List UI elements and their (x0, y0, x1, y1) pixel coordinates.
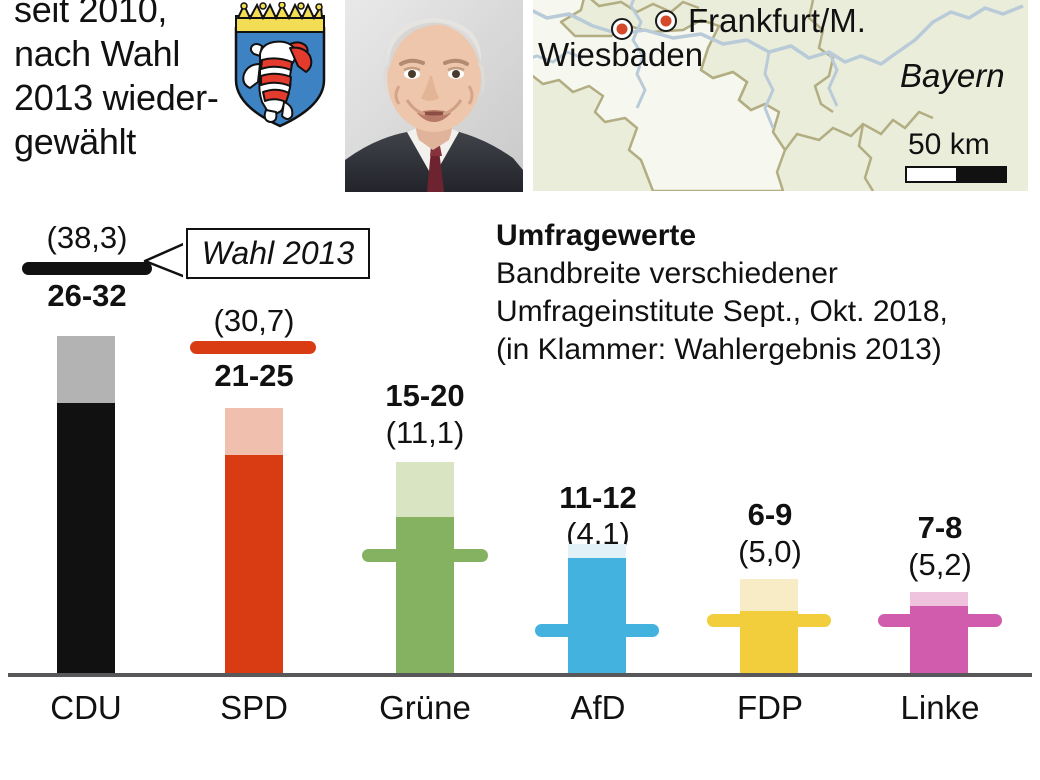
intro-text-block: seit 2010, nach Wahl 2013 wieder- gewähl… (14, 0, 314, 164)
ref-line-linke (878, 614, 1002, 627)
ref-line-gruene (362, 549, 488, 562)
bar-spd-lower-range (225, 455, 283, 673)
scale-bar-segment-light (907, 168, 956, 181)
bar-cdu-lower-range (57, 403, 115, 673)
scale-bar-segment-dark (956, 168, 1005, 181)
portrait-photo (345, 0, 523, 192)
prev-label-fdp: (5,0) (738, 534, 802, 569)
intro-line-1: seit 2010, (14, 0, 168, 30)
party-label-spd: SPD (220, 689, 288, 726)
range-label-spd: 21-25 (214, 358, 294, 393)
bar-fdp-upper-range (740, 579, 798, 611)
bar-gruene-lower-range (396, 517, 454, 673)
bar-afd (568, 544, 626, 673)
range-label-linke: 7-8 (917, 510, 963, 545)
map-scale-bar (905, 166, 1007, 183)
party-label-cdu: CDU (50, 689, 122, 726)
bar-gruene (396, 462, 454, 673)
prev-label-gruene: (11,1) (385, 415, 465, 450)
poll-info-line-2: Umfrageinstitute Sept., Okt. 2018, (496, 295, 948, 328)
ref-line-cdu (22, 262, 152, 275)
poll-info-heading: Umfragewerte (496, 219, 697, 252)
bar-afd-lower-range (568, 558, 626, 673)
intro-line-4: gewählt (14, 121, 136, 162)
ref-line-fdp (707, 614, 831, 627)
party-label-fdp: FDP (737, 689, 803, 726)
range-label-fdp: 6-9 (747, 497, 793, 532)
prev-label-linke: (5,2) (908, 547, 972, 582)
callout-wahl-2013: Wahl 2013 (186, 228, 370, 279)
intro-line-2: nach Wahl (14, 33, 181, 74)
range-label-afd: 11-12 (559, 480, 637, 515)
prev-label-spd: (30,7) (213, 303, 295, 338)
intro-line-3: 2013 wieder- (14, 77, 219, 118)
poll-info-line-1: Bandbreite verschiedener (496, 257, 838, 290)
city-marker-wiesbaden (611, 18, 633, 40)
bar-linke (910, 592, 968, 673)
bar-spd (225, 408, 283, 673)
chart-baseline (8, 673, 1032, 677)
bar-afd-upper-range (568, 544, 626, 558)
bar-linke-upper-range (910, 592, 968, 606)
range-label-gruene: 15-20 (385, 378, 465, 413)
map-label-wiesbaden: Wiesbaden (538, 36, 704, 73)
poll-info-block: Umfragewerte Bandbreite verschiedener Um… (496, 217, 1036, 369)
hessen-coat-of-arms-icon (232, 1, 328, 128)
ref-line-spd (190, 341, 316, 354)
map-label-bayern: Bayern (900, 57, 1005, 94)
bar-cdu (57, 336, 115, 673)
city-marker-frankfurt (655, 10, 677, 32)
party-label-linke: Linke (900, 689, 980, 726)
party-label-afd: AfD (570, 689, 626, 726)
range-label-cdu: 26-32 (47, 278, 127, 313)
map-scale-label: 50 km (908, 128, 990, 161)
callout-label: Wahl 2013 (201, 235, 355, 271)
poll-bar-chart: Umfragewerte Bandbreite verschiedener Um… (0, 196, 1040, 780)
bar-gruene-upper-range (396, 462, 454, 517)
map-label-frankfurt: Frankfurt/M. (688, 2, 866, 39)
ref-line-afd (535, 624, 659, 637)
hessen-map: Frankfurt/M. Wiesbaden Bayern 50 km (533, 0, 1028, 191)
poll-info-line-3: (in Klammer: Wahlergebnis 2013) (496, 333, 942, 366)
bar-cdu-upper-range (57, 336, 115, 403)
prev-label-cdu: (38,3) (46, 220, 128, 255)
bar-spd-upper-range (225, 408, 283, 455)
party-label-gruene: Grüne (379, 689, 471, 726)
